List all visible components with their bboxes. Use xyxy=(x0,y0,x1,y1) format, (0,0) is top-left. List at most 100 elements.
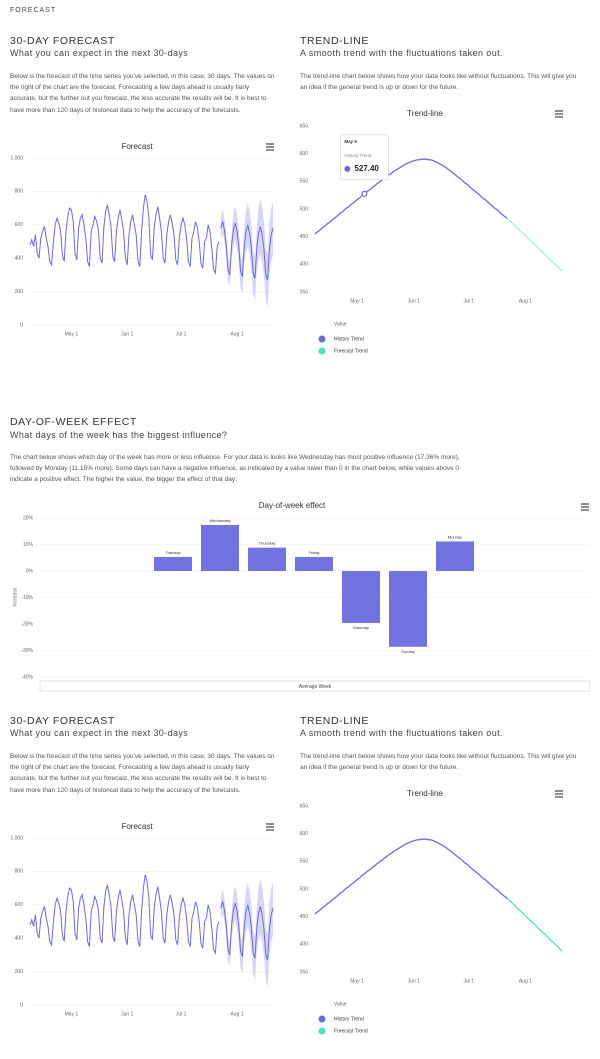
menu-button[interactable] xyxy=(581,503,589,511)
menu-button[interactable] xyxy=(555,790,563,798)
section-title: TREND-LINE xyxy=(300,35,370,47)
legend-label[interactable]: History Trend xyxy=(334,1016,364,1022)
x-tick-label: Jun 1 xyxy=(408,978,420,984)
series-line xyxy=(314,158,508,235)
section-title: 30-DAY FORECAST xyxy=(10,35,115,47)
menu-button[interactable] xyxy=(266,143,274,151)
x-tick-label: Jul 1 xyxy=(463,298,474,304)
legend-marker[interactable] xyxy=(318,347,326,355)
series-line xyxy=(506,897,563,952)
y-tick-label: 400 xyxy=(300,262,309,268)
y-tick-label: -30% xyxy=(21,648,33,654)
legend-label[interactable]: Forecast Trend xyxy=(334,348,368,354)
bar xyxy=(201,524,239,571)
y-tick-label: 800 xyxy=(15,189,24,195)
tooltip-date: May 5 xyxy=(344,139,357,144)
section-subtitle: What you can expect in the next 30-days xyxy=(10,48,189,58)
y-tick-label: -20% xyxy=(21,621,33,627)
y-tick-label: 500 xyxy=(300,886,309,892)
section-charts: Forecast 0 200 400 600 800 1,000 May 1 Jun 1 Jul … xyxy=(10,789,563,1035)
x-axis-title: Average Week xyxy=(299,684,332,690)
x-tick-label: May 1 xyxy=(350,298,364,304)
legend-marker[interactable] xyxy=(318,1015,326,1023)
y-tick-label: 0% xyxy=(26,568,34,574)
section-text: The trend-line chart below shows how you… xyxy=(300,73,577,92)
y-tick-label: 350 xyxy=(300,969,309,975)
x-tick-label: Aug 1 xyxy=(519,298,532,304)
series-line xyxy=(29,874,220,955)
section-text: The trend-line chart below shows how you… xyxy=(300,753,577,772)
x-tick-label: Jun 1 xyxy=(121,1011,133,1017)
x-tick-label: Jun 1 xyxy=(121,331,133,337)
menu-button[interactable] xyxy=(266,823,274,831)
y-axis-title: Increase xyxy=(12,587,18,606)
series-line xyxy=(220,901,274,961)
tooltip-value: 527.40 xyxy=(354,164,379,173)
forecast-range xyxy=(220,199,273,307)
bar xyxy=(295,556,333,571)
legend-marker[interactable] xyxy=(318,335,326,343)
bar-label: Friday xyxy=(308,550,319,555)
legend-title: Value xyxy=(334,321,347,327)
menu-button[interactable] xyxy=(555,110,563,118)
bar-label: Monday xyxy=(448,535,462,540)
x-tick-label: Jun 1 xyxy=(408,298,420,304)
tooltip-series: History Trend xyxy=(344,153,371,158)
y-tick-label: 0 xyxy=(20,322,23,328)
bar-label: Thursday xyxy=(259,541,276,546)
legend-title: Value xyxy=(334,1001,347,1007)
dow-chart: Day-of-week effect Increase 20% 10% 0% -10% -2… xyxy=(12,501,591,692)
section-title: 30-DAY FORECAST xyxy=(10,715,115,727)
y-tick-label: 400 xyxy=(15,936,24,942)
section-subtitle: What you can expect in the next 30-days xyxy=(10,728,189,738)
section-subtitle: A smooth trend with the fluctuations tak… xyxy=(300,48,503,58)
bar xyxy=(342,571,380,623)
series-line xyxy=(314,838,508,915)
legend-label[interactable]: History Trend xyxy=(334,336,364,342)
y-tick-label: 450 xyxy=(300,914,309,920)
y-tick-label: 1,000 xyxy=(10,155,23,161)
y-tick-label: 20% xyxy=(23,515,34,521)
chart-title: Day-of-week effect xyxy=(259,501,326,510)
tooltip-marker xyxy=(344,165,351,172)
bar xyxy=(248,547,286,571)
y-tick-label: 650 xyxy=(300,123,309,129)
series-line xyxy=(29,194,220,275)
y-tick-label: -40% xyxy=(21,674,33,680)
chart-title: Forecast xyxy=(121,822,153,831)
hover-point xyxy=(361,190,368,197)
section-subtitle: What days of the week has the biggest in… xyxy=(10,430,228,440)
section-title: TREND-LINE xyxy=(300,715,370,727)
legend-marker[interactable] xyxy=(318,1027,326,1035)
x-tick-label: Jul 1 xyxy=(463,978,474,984)
bar-label: Sunday xyxy=(401,649,415,654)
chart-title: Trend-line xyxy=(407,109,443,118)
x-tick-label: May 1 xyxy=(65,1011,79,1017)
chart-title: Trend-line xyxy=(407,789,443,798)
y-tick-label: 0 xyxy=(20,1002,23,1008)
y-tick-label: 400 xyxy=(300,942,309,948)
y-tick-label: 600 xyxy=(300,151,309,157)
y-tick-label: 650 xyxy=(300,803,309,809)
y-tick-label: 400 xyxy=(15,256,24,262)
bar xyxy=(436,541,474,571)
chart-title: Forecast xyxy=(121,142,153,151)
y-tick-label: 10% xyxy=(23,542,34,548)
x-tick-label: Jul 1 xyxy=(176,331,187,337)
y-tick-label: 600 xyxy=(15,902,24,908)
y-tick-label: -10% xyxy=(21,595,33,601)
y-tick-label: 550 xyxy=(300,179,309,185)
y-tick-label: 600 xyxy=(15,222,24,228)
section-text: Below is the forecast of the time series… xyxy=(10,73,275,114)
series-line xyxy=(220,221,274,281)
y-tick-label: 450 xyxy=(300,234,309,240)
tooltip-box xyxy=(340,134,389,181)
y-tick-label: 200 xyxy=(15,289,24,295)
x-tick-label: Aug 1 xyxy=(230,331,243,337)
page-header: FORECAST xyxy=(10,7,57,14)
x-tick-label: Aug 1 xyxy=(230,1011,243,1017)
section-charts: Forecast 0 200 400 600 800 1,000 May 1 Jun 1 Jul … xyxy=(10,109,563,355)
legend-label[interactable]: Forecast Trend xyxy=(334,1028,368,1034)
